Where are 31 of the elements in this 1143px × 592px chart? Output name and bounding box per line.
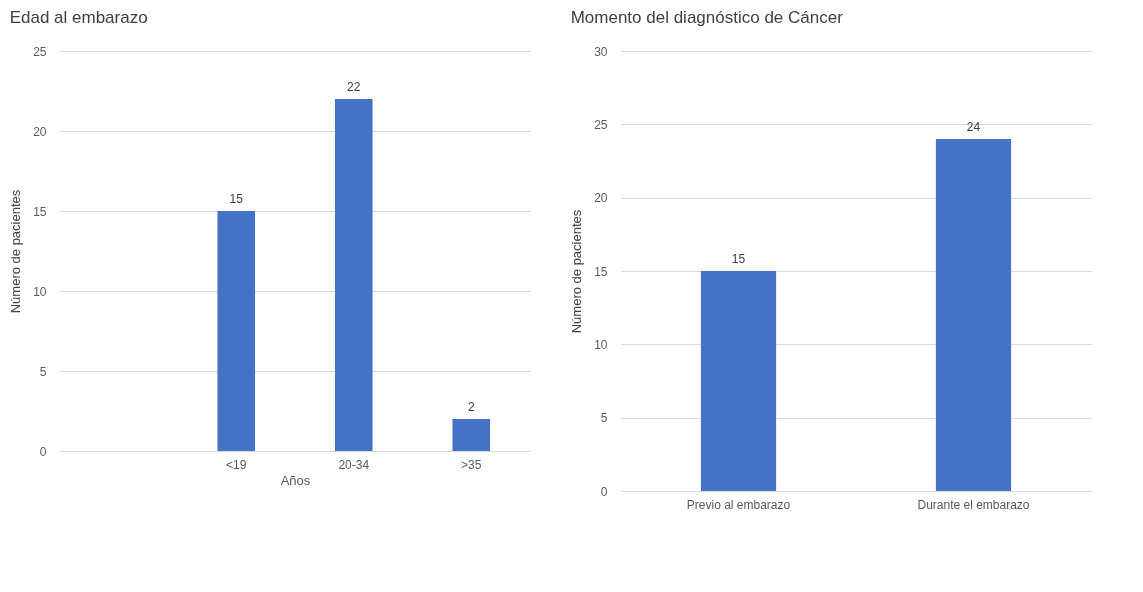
chart-title: Momento del diagnóstico de Cáncer <box>570 8 844 27</box>
y-tick-label: 15 <box>33 204 47 219</box>
y-tick-label: 25 <box>594 117 608 132</box>
x-tick-label: <19 <box>226 457 247 472</box>
bar <box>334 99 373 451</box>
y-tick-label: 10 <box>33 284 47 299</box>
data-label: 22 <box>347 80 361 94</box>
y-tick-label: 5 <box>39 364 47 379</box>
data-label: 24 <box>966 120 981 134</box>
y-axis-title: Número de pacientes <box>569 209 585 334</box>
y-tick-label: 5 <box>600 411 608 426</box>
data-label: 2 <box>467 400 475 414</box>
bar <box>452 419 491 451</box>
x-tick-label: Previo al embarazo <box>686 497 791 512</box>
chart-title: Edad al embarazo <box>9 8 148 27</box>
x-axis-title: Años <box>280 472 311 488</box>
data-label: 15 <box>229 192 244 206</box>
x-tick-label: >35 <box>461 457 482 472</box>
data-label: 15 <box>731 252 746 266</box>
y-tick-label: 10 <box>594 337 608 352</box>
y-tick-label: 20 <box>594 191 608 206</box>
y-tick-label: 20 <box>33 124 47 139</box>
y-tick-label: 30 <box>594 44 608 59</box>
y-tick-label: 25 <box>33 44 47 59</box>
x-tick-label: Durante el embarazo <box>917 497 1030 512</box>
y-tick-label: 15 <box>594 264 608 279</box>
y-axis-title: Número de pacientes <box>8 189 24 314</box>
y-tick-label: 0 <box>600 484 608 499</box>
y-tick-label: 0 <box>39 444 47 459</box>
bar <box>217 211 256 451</box>
x-tick-label: 20-34 <box>338 457 370 472</box>
